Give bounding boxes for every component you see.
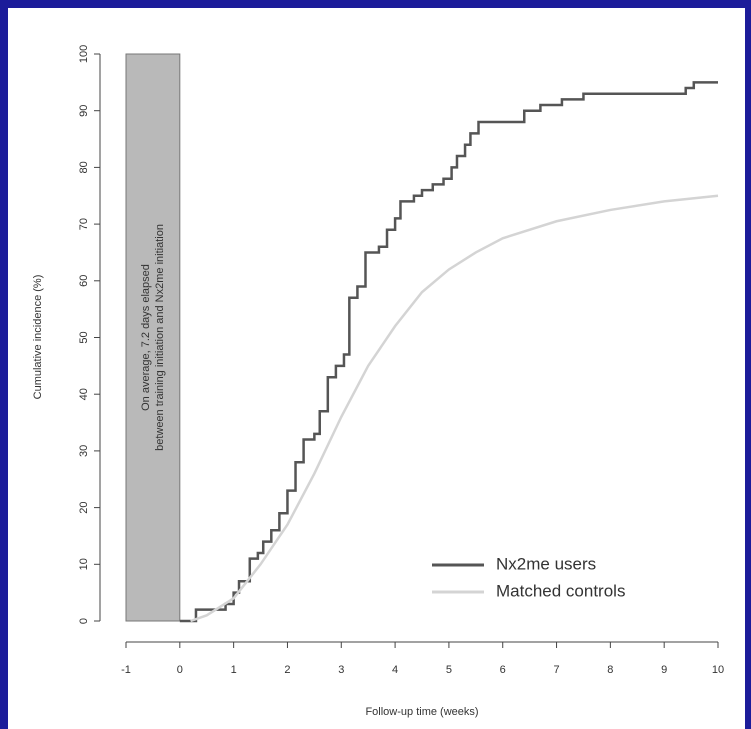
y-tick-label: 90 <box>78 105 90 117</box>
annotation: between training initiation and Nx2me in… <box>154 224 166 451</box>
legend-label: Matched controls <box>496 581 625 600</box>
x-tick-label: 0 <box>177 664 183 676</box>
annotation: On average, 7.2 days elapsed <box>140 264 152 411</box>
y-tick-label: 30 <box>78 445 90 457</box>
x-tick-label: 6 <box>500 664 506 676</box>
x-tick-label: 4 <box>392 664 398 676</box>
y-tick-label: 10 <box>78 558 90 570</box>
series-line <box>190 194 719 623</box>
x-tick-label: 3 <box>338 664 344 676</box>
y-tick-label: 100 <box>78 45 90 63</box>
x-axis-label: Follow-up time (weeks) <box>365 706 478 718</box>
x-tick-label: 10 <box>712 664 724 676</box>
y-tick-label: 20 <box>78 501 90 513</box>
y-axis-label: Cumulative incidence (%) <box>32 275 44 400</box>
x-tick-label: 5 <box>446 664 452 676</box>
series-line <box>179 81 718 623</box>
legend-label: Nx2me users <box>496 554 596 573</box>
panel <box>8 8 745 729</box>
y-tick-label: 70 <box>78 218 90 230</box>
shaded-band <box>125 53 181 622</box>
x-tick-label: 7 <box>553 664 559 676</box>
y-tick-label: 60 <box>78 275 90 287</box>
y-tick-label: 40 <box>78 388 90 400</box>
x-tick-label: 9 <box>661 664 667 676</box>
x-tick-label: 8 <box>607 664 613 676</box>
y-tick-label: 50 <box>78 331 90 343</box>
x-tick-label: -1 <box>121 664 131 676</box>
y-tick-label: 0 <box>78 618 90 624</box>
x-tick-label: 2 <box>284 664 290 676</box>
y-tick-label: 80 <box>78 161 90 173</box>
x-tick-label: 1 <box>231 664 237 676</box>
